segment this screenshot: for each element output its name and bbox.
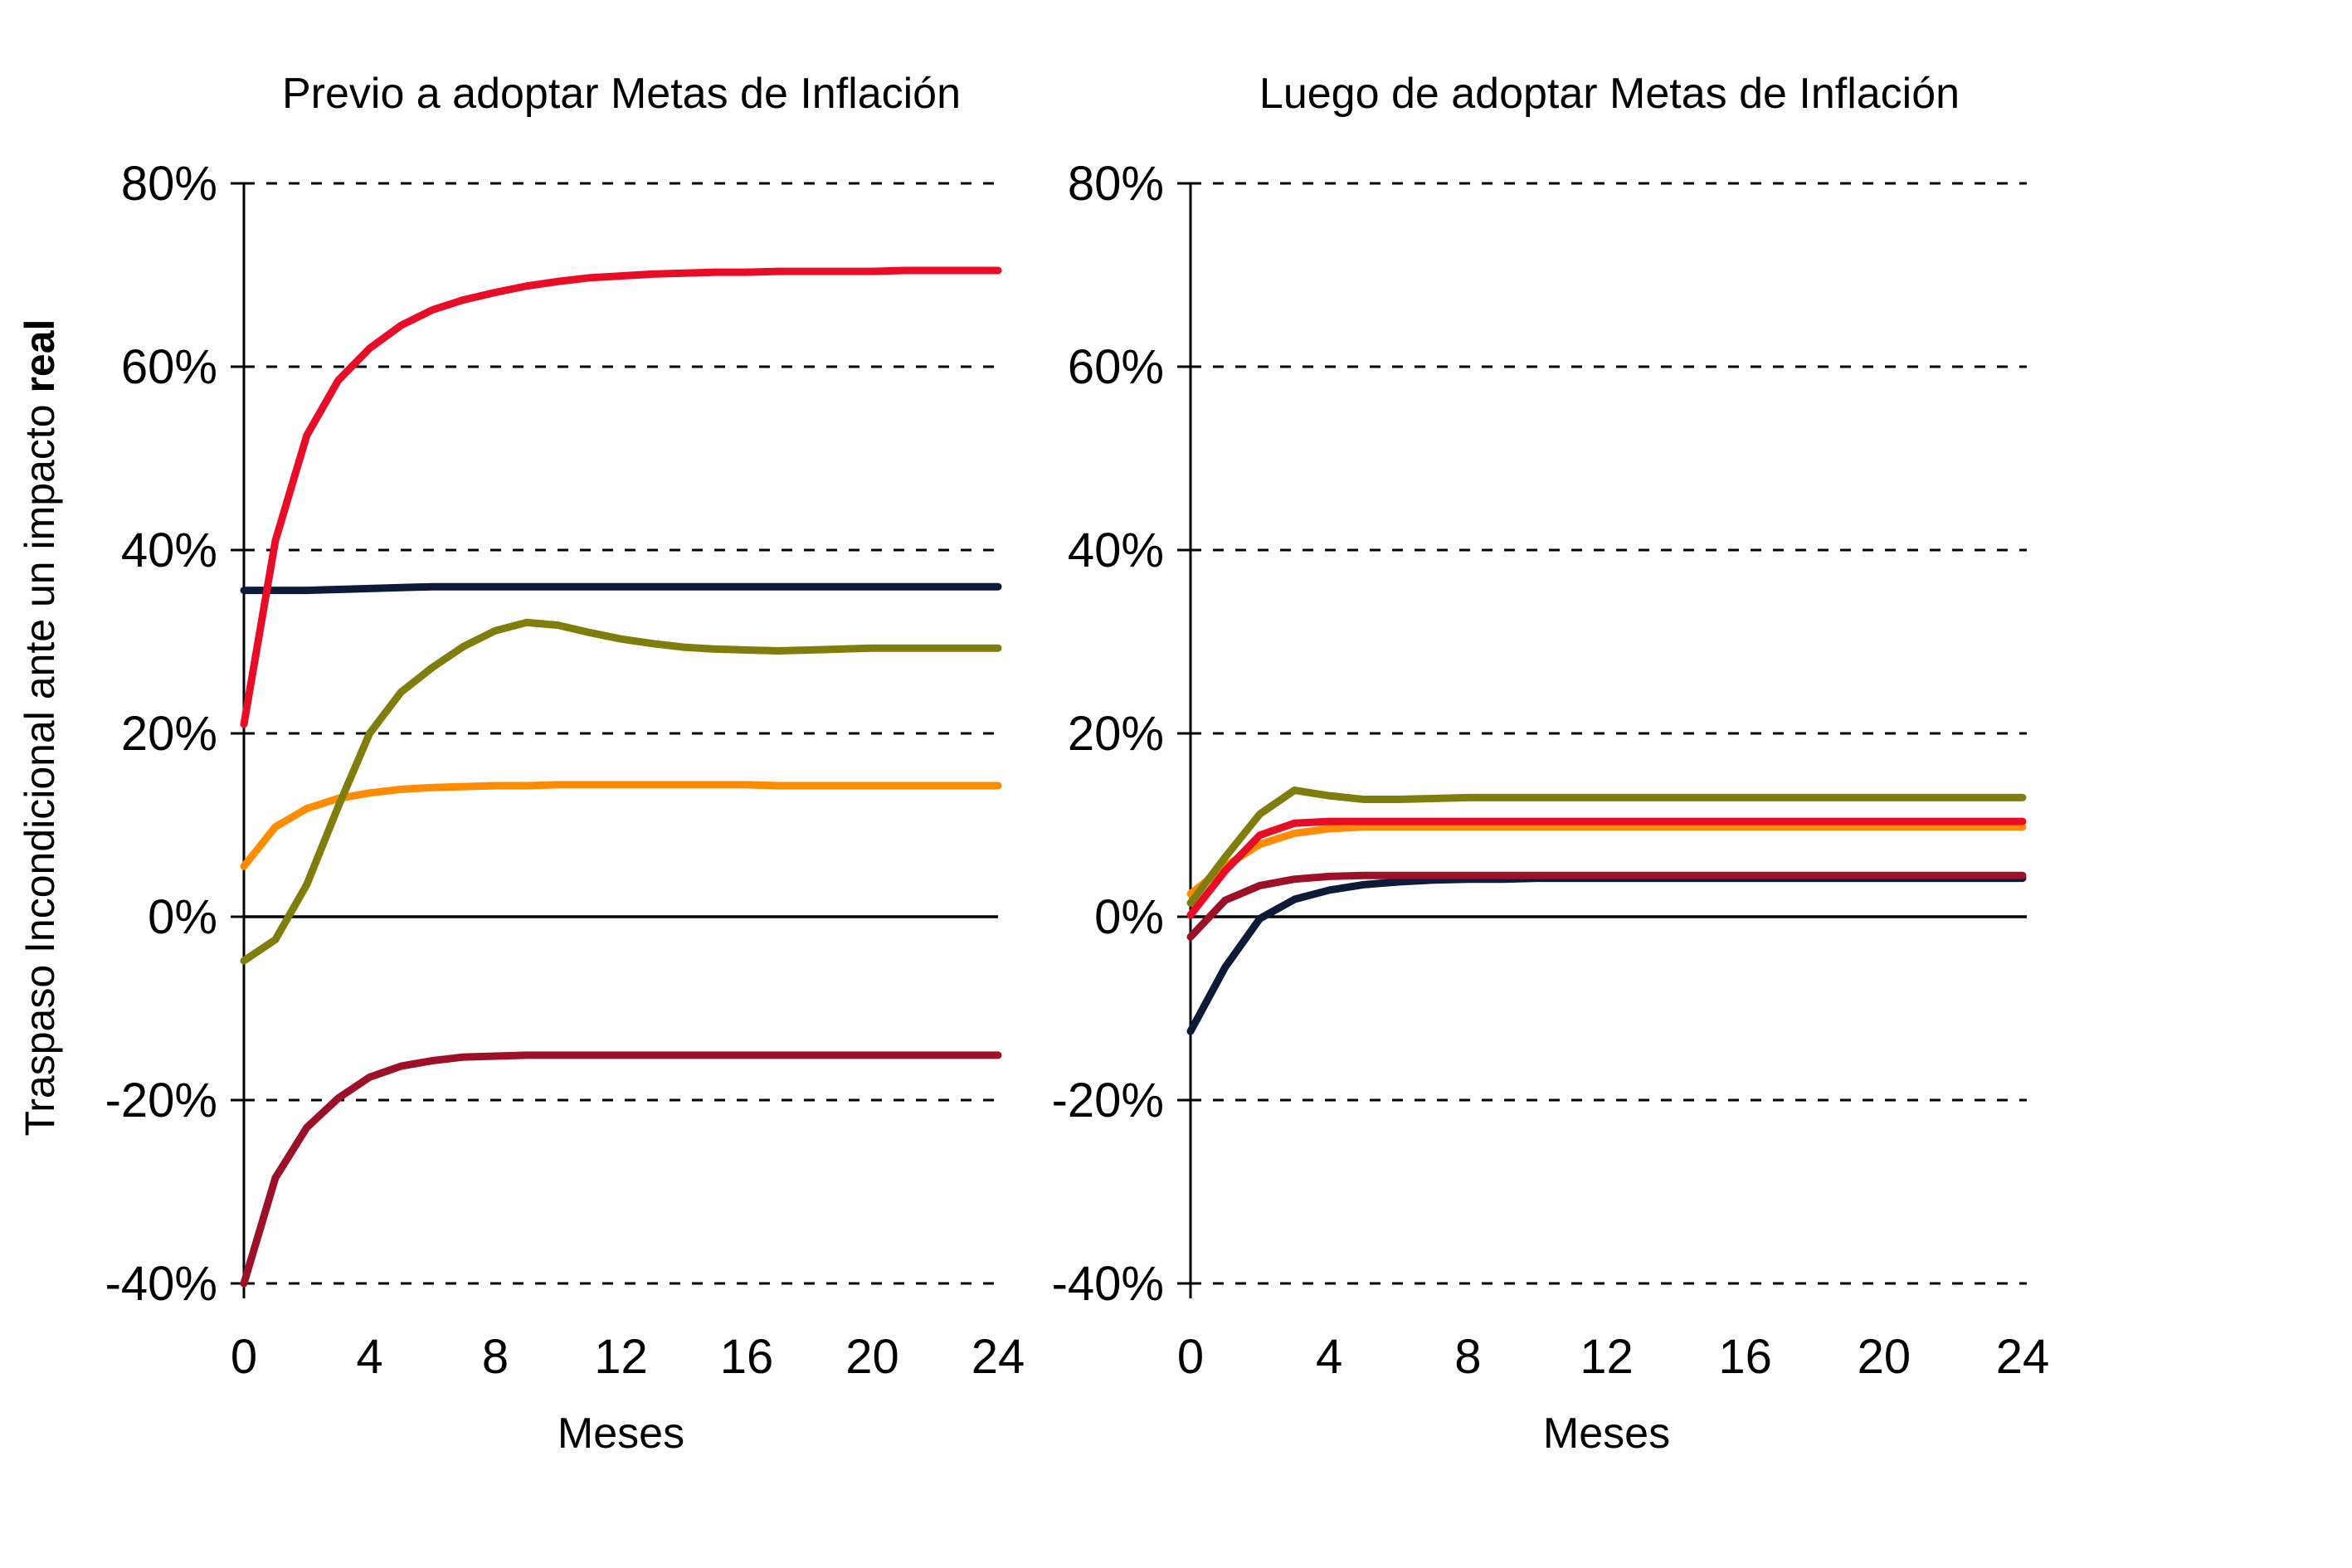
- series-line-orange: [1186, 823, 2027, 898]
- series-line-red: [240, 266, 1002, 728]
- y-axis-tick-label: 40%: [121, 523, 217, 577]
- y-axis-tick-label: 80%: [121, 157, 217, 211]
- left-chart-title: Previo a adoptar Metas de Inflación: [281, 70, 962, 118]
- series-line-olive: [240, 618, 1002, 965]
- series-line-navy: [1186, 874, 2027, 1035]
- x-axis-tick-label: 8: [482, 1330, 509, 1384]
- right-chart-title: Luego de adoptar Metas de Inflación: [1259, 70, 1960, 118]
- x-axis-tick-label: 16: [720, 1330, 774, 1384]
- x-axis-tick-label: 20: [1858, 1330, 1911, 1384]
- y-axis-tick-label: 20%: [121, 707, 217, 761]
- y-axis-tick-label: 0%: [1094, 890, 1164, 944]
- x-axis-tick-label: 4: [1316, 1330, 1342, 1384]
- x-axis-tick-label: 0: [1177, 1330, 1204, 1384]
- x-axis-tick-label: 0: [231, 1330, 257, 1384]
- series-line-maroon: [1186, 871, 2027, 941]
- series-line-olive: [1186, 786, 2027, 907]
- y-axis-tick-label: 60%: [1068, 340, 1164, 394]
- x-axis-tick-label: 12: [1580, 1330, 1634, 1384]
- x-axis-title: Meses: [558, 1410, 684, 1458]
- y-axis-tick-label: 80%: [1068, 157, 1164, 211]
- x-axis-tick-label: 4: [356, 1330, 382, 1384]
- y-axis-tick-label: 60%: [121, 340, 217, 394]
- y-axis-tick-label: -40%: [1052, 1257, 1164, 1311]
- series-line-red: [1186, 817, 2027, 919]
- y-axis-tick-label: 0%: [148, 890, 217, 944]
- y-axis-tick-label: 40%: [1068, 523, 1164, 577]
- x-axis-title: Meses: [1543, 1410, 1670, 1458]
- x-axis-tick-label: 8: [1454, 1330, 1481, 1384]
- x-axis-tick-label: 16: [1718, 1330, 1772, 1384]
- x-axis-tick-label: 12: [594, 1330, 648, 1384]
- y-axis-tick-label: -40%: [105, 1257, 217, 1311]
- series-line-orange: [240, 781, 1002, 870]
- x-axis-tick-label: 24: [1996, 1330, 2050, 1384]
- x-axis-tick-label: 20: [845, 1330, 899, 1384]
- y-axis-tick-label: -20%: [105, 1074, 217, 1127]
- y-axis-tick-label: 20%: [1068, 707, 1164, 761]
- x-axis-tick-label: 24: [971, 1330, 1025, 1384]
- series-line-maroon: [240, 1051, 1002, 1288]
- series-line-navy: [240, 582, 1002, 595]
- y-axis-tick-label: -20%: [1052, 1074, 1164, 1127]
